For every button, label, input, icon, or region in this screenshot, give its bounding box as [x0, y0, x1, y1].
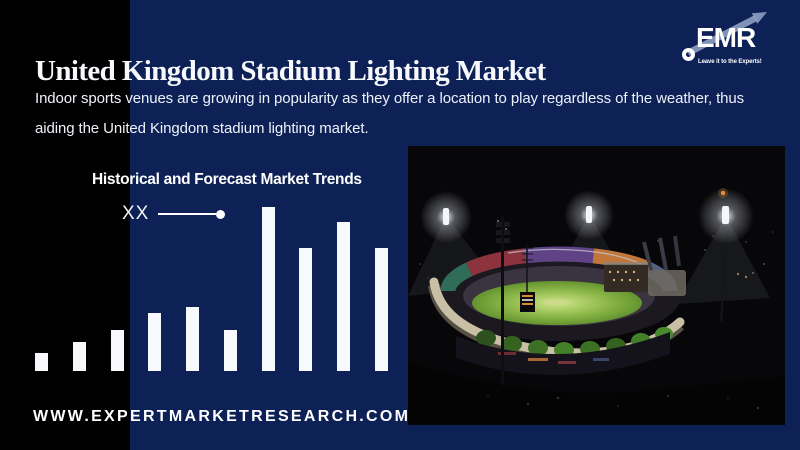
intro-line-2: aiding the United Kingdom stadium lighti…: [35, 120, 369, 137]
logo-tagline: Leave it to the Experts!: [698, 59, 762, 65]
left-black-stripe: [0, 0, 130, 450]
legend-label: XX: [122, 203, 150, 224]
bar: [337, 222, 351, 371]
bar: [35, 353, 48, 371]
chart-legend: XX: [122, 202, 226, 226]
stadium-photo: [408, 146, 785, 425]
bar: [110, 330, 124, 371]
legend-line: [158, 212, 217, 216]
bar-series: [35, 206, 388, 371]
bar: [186, 307, 200, 371]
floodlight-right: [698, 188, 754, 322]
right-structures: [604, 235, 686, 296]
logo-circle-icon: [682, 48, 695, 61]
chart-title: Historical and Forecast Market Trends: [92, 171, 362, 188]
foreground: [408, 361, 785, 425]
lower-stand: [456, 332, 670, 376]
website-link[interactable]: WWW.EXPERTMARKETRESEARCH.COM: [33, 408, 411, 425]
page-title: United Kingdom Stadium Lighting Market: [35, 55, 546, 88]
bar: [374, 248, 388, 371]
intro-line-1: Indoor sports venues are growing in popu…: [35, 90, 745, 107]
bar: [261, 207, 275, 371]
emr-logo: EMR Leave it to the Experts!: [668, 10, 798, 65]
speaker-tower: [496, 216, 510, 416]
bar: [148, 313, 162, 371]
intro-text: Indoor sports venues are growing in popu…: [35, 84, 800, 144]
bar: [72, 342, 86, 371]
scoreboard: [520, 244, 535, 312]
bar: [299, 248, 313, 371]
logo-text: EMR: [696, 22, 756, 53]
growth-arrow-icon: [686, 12, 767, 56]
bar: [223, 330, 237, 371]
legend-dot-icon: [216, 209, 226, 219]
